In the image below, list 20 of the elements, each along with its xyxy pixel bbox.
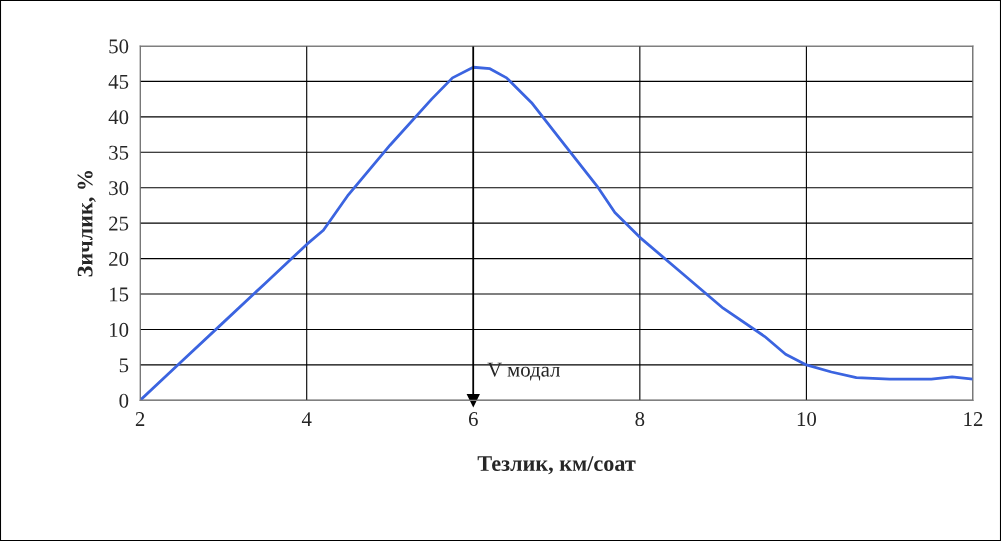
y-tick-label: 45 [108, 74, 129, 89]
y-tick-label: 10 [110, 322, 129, 337]
y-tick-label: 40 [108, 110, 129, 125]
y-tick-label: 0 [119, 393, 129, 408]
x-tick-label: 6 [468, 412, 478, 427]
x-tick-label: 12 [964, 412, 983, 426]
x-tick-label: 2 [135, 412, 145, 426]
y-tick-label: 35 [109, 145, 129, 160]
y-tick-label: 15 [110, 287, 129, 302]
x-tick-label: 10 [797, 412, 817, 427]
y-tick-label: 50 [109, 39, 129, 54]
x-axis-title: Тезлик, км/соат [477, 456, 636, 475]
ref-line-label: V модал [487, 362, 560, 381]
x-tick-label: 8 [635, 412, 645, 427]
y-tick-label: 25 [109, 216, 129, 231]
y-tick-label: 20 [109, 251, 129, 267]
y-axis-title: Зичлик, % [77, 171, 96, 277]
y-tick-label: 5 [119, 358, 129, 373]
x-tick-label: 4 [301, 412, 312, 426]
y-tick-label: 30 [109, 181, 129, 196]
